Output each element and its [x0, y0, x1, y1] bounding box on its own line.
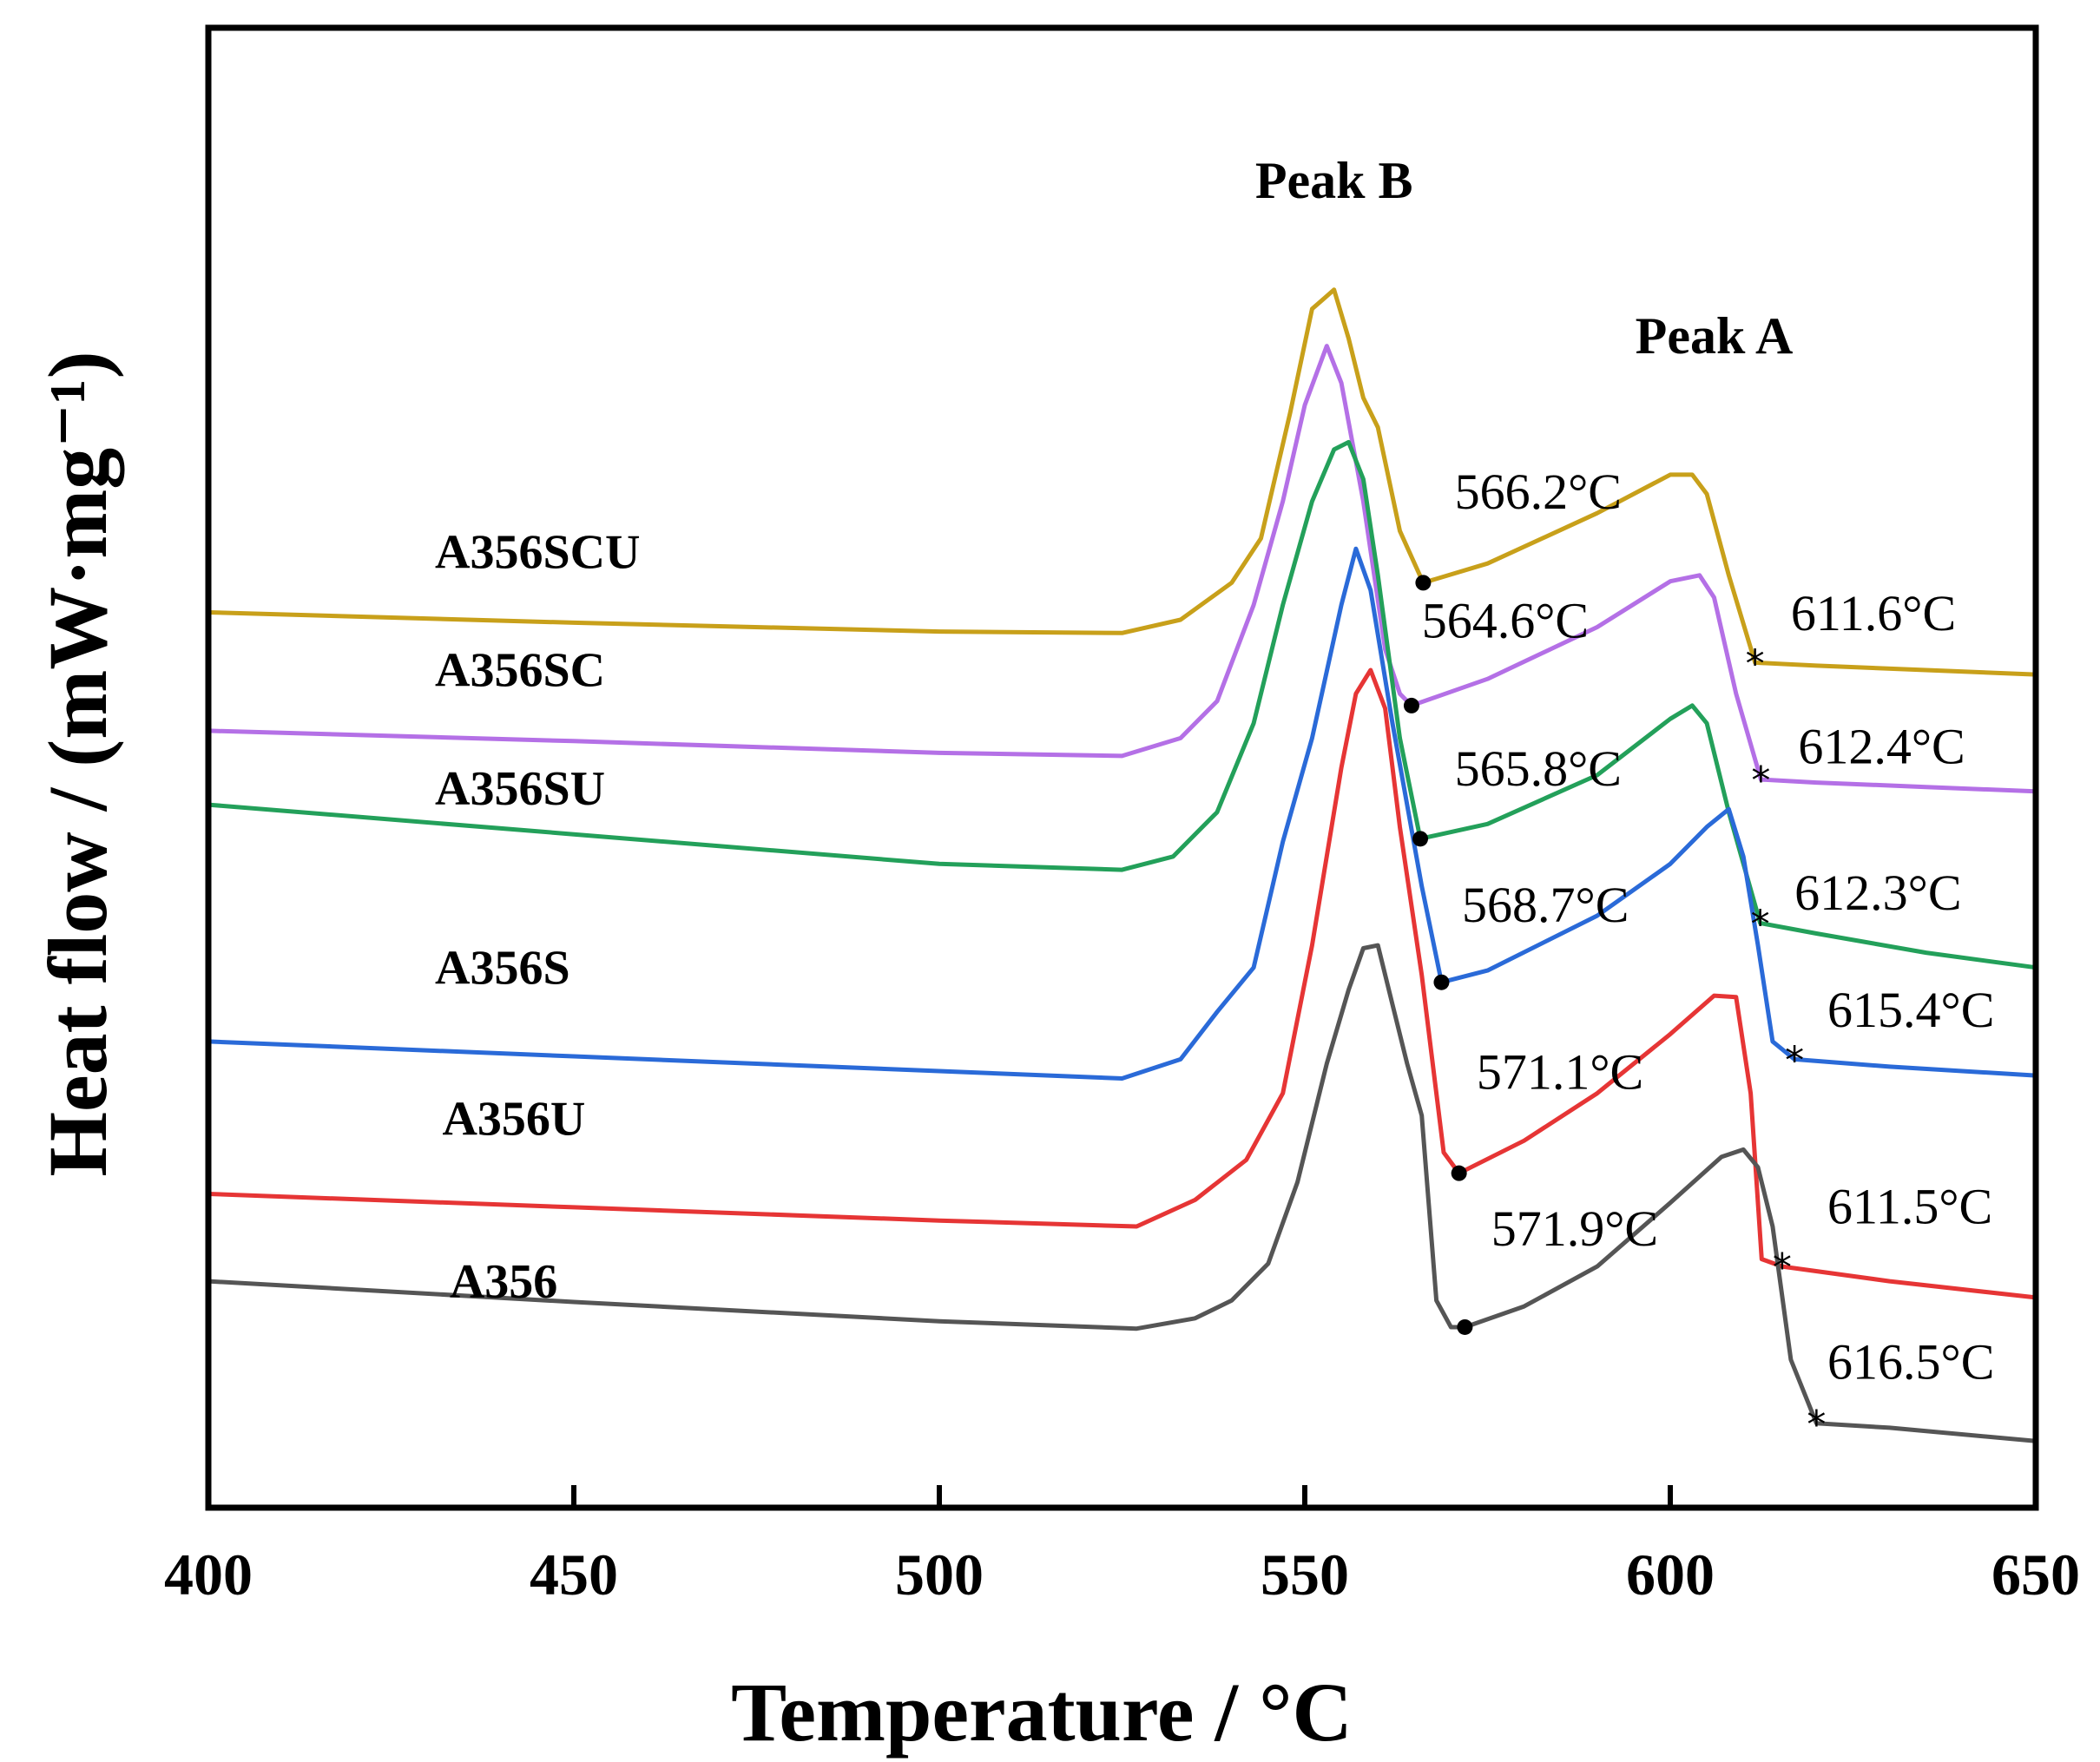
solidus-marker — [1451, 1165, 1467, 1181]
x-axis-ticks: 400 450 500 550 600 650 — [164, 1485, 2080, 1607]
series-line-a356scu — [206, 287, 2038, 677]
temperature-annotation: 571.9°C — [1491, 1200, 1658, 1257]
series-line-a356s — [206, 546, 2038, 1081]
series-line-a356su — [206, 439, 2038, 970]
x-tick-label: 450 — [530, 1542, 618, 1607]
x-tick-label: 400 — [164, 1542, 253, 1607]
series-label-a356u: A356U — [442, 1092, 585, 1146]
y-axis-title: Heat flow / (mW·mg⁻¹) — [31, 351, 124, 1176]
x-tick-label: 600 — [1626, 1542, 1715, 1607]
temperature-annotation: 611.6°C — [1791, 585, 1956, 641]
series-line-a356u — [206, 667, 2038, 1300]
temperature-annotation: 571.1°C — [1477, 1043, 1643, 1100]
temperature-annotation: 568.7°C — [1462, 877, 1629, 933]
series-label-a356s: A356S — [435, 941, 570, 995]
liquidus-marker: * — [1773, 1246, 1792, 1290]
solidus-marker — [1457, 1318, 1473, 1335]
x-axis-title: Temperature / °C — [731, 1666, 1353, 1759]
temperature-annotation: 616.5°C — [1827, 1334, 1994, 1391]
temperature-annotation: 566.2°C — [1455, 464, 1622, 520]
x-tick-label: 500 — [895, 1542, 984, 1607]
peak-label: Peak B — [1255, 152, 1413, 209]
temperature-annotation: 612.4°C — [1798, 718, 1965, 774]
solidus-marker — [1403, 697, 1419, 713]
x-tick-label: 550 — [1261, 1542, 1349, 1607]
plot-frame — [205, 24, 2039, 1511]
liquidus-marker: * — [1807, 1403, 1826, 1447]
solidus-marker — [1412, 831, 1429, 847]
temperature-annotation: 615.4°C — [1827, 982, 1994, 1038]
series-label-a356: A356 — [450, 1255, 557, 1309]
liquidus-marker: * — [1746, 641, 1765, 686]
series-line-a356 — [206, 943, 2038, 1443]
curves-layer — [206, 287, 2038, 1443]
temperature-annotation: 612.3°C — [1794, 865, 1961, 921]
series-label-a356sc: A356SC — [435, 644, 605, 698]
series-label-a356scu: A356SCU — [435, 525, 640, 579]
peak-label: Peak A — [1636, 307, 1794, 365]
series-label-a356su: A356SU — [435, 762, 605, 816]
series-line-a356sc — [206, 344, 2038, 794]
x-tick-label: 650 — [1991, 1542, 2080, 1607]
temperature-annotation: 611.5°C — [1827, 1179, 1992, 1235]
solidus-marker — [1433, 974, 1450, 990]
solidus-marker — [1415, 575, 1432, 591]
liquidus-marker: * — [1751, 759, 1770, 803]
liquidus-marker: * — [1751, 903, 1770, 947]
temperature-annotation: 565.8°C — [1455, 740, 1622, 797]
temperature-annotation: 564.6°C — [1422, 592, 1589, 648]
liquidus-marker: * — [1785, 1038, 1804, 1082]
annotations-layer: A356SCU 566.2°C * 611.6°C A356SC 564.6°C * 612.… — [435, 152, 1994, 1447]
